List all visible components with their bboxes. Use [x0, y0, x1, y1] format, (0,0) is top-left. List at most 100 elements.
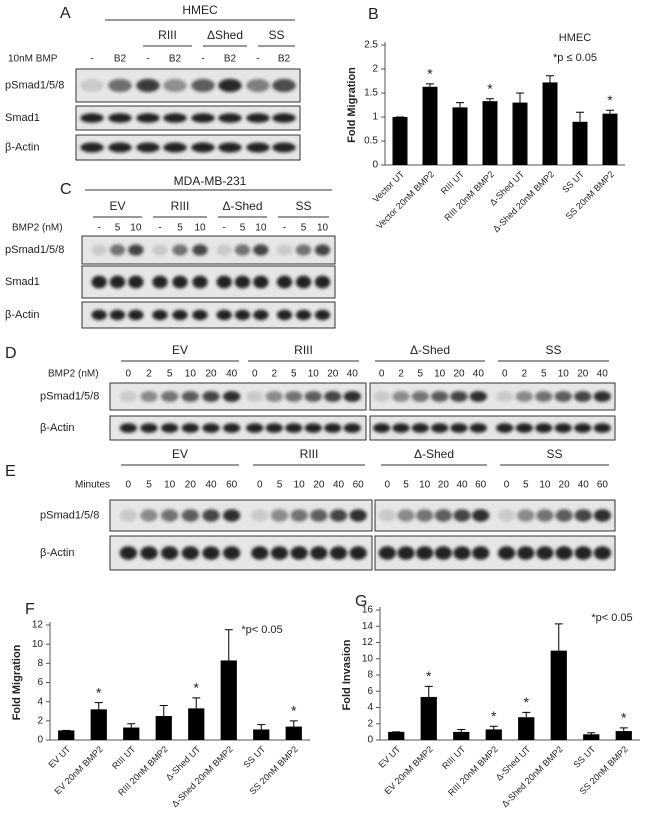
x-tick-label: Δ-Shed 20nM BMP2 [491, 169, 556, 234]
lane-label: 10 [130, 223, 142, 234]
row-label: Smad1 [5, 276, 40, 288]
significance-star: * [291, 703, 297, 719]
band [372, 391, 391, 402]
band [469, 423, 488, 433]
treatment-label: BMP2 (nM) [48, 369, 99, 380]
y-tick-label: 1.5 [364, 88, 378, 99]
x-tick-label: RIII UT [440, 744, 468, 772]
band [80, 142, 104, 153]
error-bar [456, 102, 464, 108]
y-tick-label: 8 [37, 658, 43, 669]
band [471, 509, 490, 522]
lane-label: B2 [224, 54, 237, 65]
band [397, 509, 415, 522]
band [392, 391, 410, 402]
band [574, 546, 592, 560]
lane-label: 40 [333, 480, 345, 491]
row-label: pSmad1/5/8 [5, 79, 64, 91]
error-bar [489, 725, 498, 730]
band [216, 244, 232, 256]
band [202, 423, 220, 433]
band [496, 423, 514, 433]
group-label: SS [295, 199, 311, 213]
y-tick-label: 2 [37, 715, 43, 726]
band [555, 509, 573, 522]
band [192, 309, 208, 321]
y-tick-label: 4 [37, 696, 43, 707]
band [295, 275, 312, 289]
band [181, 546, 200, 560]
significance-star: * [524, 694, 530, 710]
x-tick-label: SS UT [572, 744, 598, 770]
lane-label: 10 [255, 223, 267, 234]
y-tick-label: 2 [367, 718, 373, 729]
band [471, 546, 490, 560]
panel-letter: G [355, 593, 367, 610]
error-bar [546, 75, 554, 83]
lane-label: 60 [475, 480, 487, 491]
row-label: pSmad1/5/8 [40, 509, 99, 521]
error-bar [486, 98, 494, 102]
bar [155, 716, 172, 740]
bar [512, 102, 528, 165]
y-tick-label: 6 [37, 677, 43, 688]
lane-label: 40 [456, 480, 468, 491]
group-label: Δ-Shed [410, 343, 450, 357]
band [276, 275, 293, 289]
annotation: *p ≤ 0.05 [553, 52, 597, 64]
y-axis-label: Fold Migration [11, 644, 23, 720]
y-tick-label: 6 [367, 686, 373, 697]
band [265, 423, 283, 433]
band [234, 309, 251, 321]
lane-label: 2 [271, 369, 277, 380]
treatment-label: Minutes [75, 480, 110, 491]
blot [374, 535, 616, 571]
lane-label: 2 [146, 369, 152, 380]
band [191, 142, 215, 153]
band [253, 275, 269, 289]
bar [542, 82, 558, 165]
band [152, 244, 168, 256]
group-label: RIII [294, 343, 313, 357]
group-label: SS [545, 343, 561, 357]
band [295, 244, 312, 256]
band [246, 78, 270, 93]
band [128, 244, 144, 256]
y-tick-label: 8 [367, 670, 373, 681]
bar [392, 117, 408, 165]
band [515, 423, 533, 433]
lane-label: 10 [194, 223, 206, 234]
bar [615, 731, 632, 740]
error-bar [424, 685, 433, 697]
lane-label: - [201, 54, 204, 65]
bar [572, 121, 588, 165]
lane-label: 5 [541, 369, 547, 380]
band [343, 391, 361, 402]
y-axis-label: Fold Migration [346, 67, 358, 143]
band [535, 391, 553, 402]
band [415, 509, 434, 522]
band [109, 275, 126, 289]
band [415, 546, 434, 560]
band [253, 309, 269, 321]
x-tick-label: SS UT [560, 169, 586, 195]
x-tick-label: Δ-Shed 20nM BMP2 [170, 744, 235, 809]
significance-star: * [194, 680, 200, 696]
band [192, 275, 208, 289]
lane-label: - [283, 223, 286, 234]
lane-label: 20 [577, 369, 589, 380]
band [450, 423, 468, 433]
lane-label: 10 [308, 369, 320, 380]
band [222, 391, 241, 402]
annotation: HMEC [559, 32, 591, 44]
band [108, 142, 132, 153]
lane-label: B2 [278, 54, 291, 65]
band [160, 509, 179, 522]
band [378, 509, 397, 522]
error-bar [159, 705, 168, 717]
y-tick-label: 10 [362, 653, 374, 664]
band [372, 423, 391, 433]
lane-label: - [146, 54, 149, 65]
band [246, 391, 264, 402]
band [160, 423, 179, 433]
